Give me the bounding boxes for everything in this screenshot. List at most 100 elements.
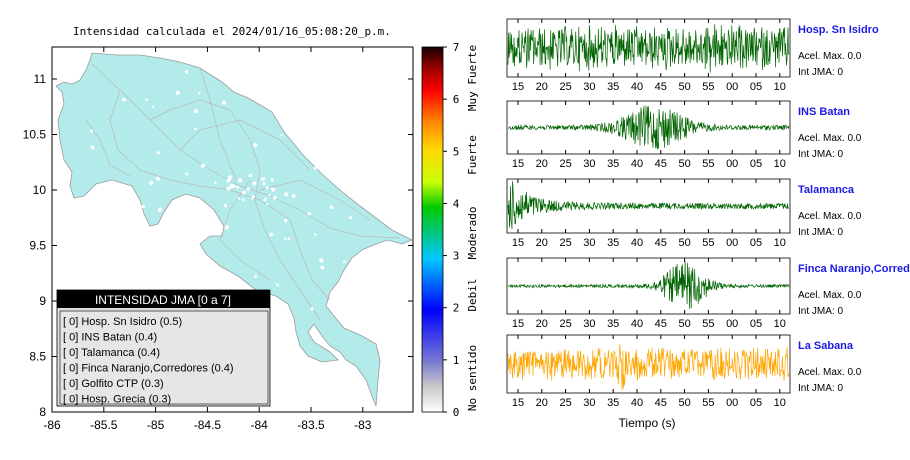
town-dot (304, 76, 307, 79)
town-dot (193, 109, 198, 114)
town-dot (270, 187, 273, 190)
town-dot (241, 190, 246, 195)
trace-panel: 15 20 25 30 35 40 45 50 55 00 05 10 Finca Naranjo,Co… (506, 257, 910, 330)
town-dot (90, 145, 95, 150)
town-dot (268, 194, 271, 197)
y-tick-label: 8.5 (29, 350, 46, 364)
town-dot (280, 134, 283, 137)
time-tick-label: 50 (678, 158, 690, 170)
town-dot (296, 74, 301, 78)
map-title: Intensidad calculada el 2024/01/16_05:08… (73, 25, 391, 38)
intensity-class-label: Muy Fuerte (466, 45, 479, 111)
legend-entry: [ 0] Finca Naranjo,Corredores (0.4) (63, 363, 234, 375)
time-tick-label: 05 (750, 318, 762, 330)
town-dot (121, 198, 126, 203)
town-dot (264, 197, 267, 200)
town-dot (317, 137, 321, 141)
colorbar-ticks: 7 6 5 4 3 2 1 0 (443, 41, 460, 419)
intensity-class-label: Fuerte (466, 135, 479, 175)
colorbar-tick-label: 1 (453, 354, 460, 367)
intensity-class-label: No sentido (466, 345, 479, 411)
town-dot (270, 178, 274, 182)
town-dot (141, 204, 146, 209)
time-tick-label: 10 (774, 158, 786, 170)
colorbar-tick-label: 0 (453, 406, 460, 419)
time-tick-label: 00 (726, 237, 738, 249)
x-tick-label: -84.5 (194, 418, 222, 432)
time-tick-label: 15 (512, 318, 524, 330)
town-dot (145, 98, 148, 101)
time-tick-label: 10 (774, 237, 786, 249)
town-dot (224, 225, 229, 230)
legend-entry: [ 0] Hosp. Sn Isidro (0.5) (63, 316, 182, 328)
town-dot (361, 76, 365, 80)
accel-max: Acel. Max. 0.0 (798, 290, 862, 301)
time-tick-label: 30 (583, 397, 595, 409)
time-tick-label: 15 (512, 397, 524, 409)
trace-panel: 15 20 25 30 35 40 45 50 55 00 05 10 INS Batan Acel. M… (506, 100, 862, 170)
time-tick-label: 05 (750, 81, 762, 93)
jma-intensity: Int JMA: 0 (798, 383, 843, 394)
town-dot (226, 179, 230, 183)
trace-panel: 15 20 25 30 35 40 45 50 55 00 05 10 Talamanca Acel. M… (506, 178, 862, 249)
town-dot (159, 244, 163, 248)
town-dot (223, 203, 228, 208)
town-dot (284, 237, 287, 240)
town-dot (194, 127, 197, 131)
time-tick-label: 10 (774, 397, 786, 409)
time-axis-label: Tiempo (s) (619, 416, 676, 430)
time-tick-label: 30 (583, 81, 595, 93)
town-dot (175, 90, 180, 95)
time-tick-label: 25 (559, 158, 571, 170)
time-tick-label: 35 (607, 318, 619, 330)
legend-entry: [ 0] INS Batan (0.4) (63, 332, 157, 344)
town-dot (214, 181, 217, 185)
legend-entry: [ 0] Golfito CTP (0.3) (63, 378, 164, 390)
legend-entry: [ 0] Hosp. Grecia (0.3) (63, 394, 171, 406)
time-tick-label: 10 (774, 318, 786, 330)
jma-intensity: Int JMA: 0 (798, 227, 843, 238)
town-dot (319, 258, 324, 263)
time-tick-label: 20 (536, 318, 548, 330)
waveform (507, 105, 790, 150)
station-name: INS Batan (798, 106, 850, 118)
time-tick-label: 20 (536, 237, 548, 249)
x-tick-label: -85 (147, 418, 165, 432)
time-tick-label: 25 (559, 237, 571, 249)
jma-intensity: Int JMA: 0 (798, 67, 843, 78)
town-dot (228, 175, 232, 179)
town-dot (349, 216, 353, 220)
town-dot (291, 194, 296, 198)
time-tick-label: 35 (607, 81, 619, 93)
town-dot (279, 99, 283, 104)
town-dot (312, 145, 316, 149)
time-tick-label: 25 (559, 397, 571, 409)
intensity-class-label: Debil (466, 278, 479, 311)
town-dot (287, 237, 291, 241)
waveform (507, 24, 790, 73)
town-dot (168, 265, 173, 270)
time-tick-label: 45 (655, 81, 667, 93)
time-tick-label: 40 (631, 397, 643, 409)
town-dot (226, 186, 231, 191)
town-dot (236, 185, 240, 189)
time-tick-label: 20 (536, 158, 548, 170)
y-tick-label: 8 (39, 405, 46, 419)
time-tick-label: 00 (726, 81, 738, 93)
town-dot (343, 260, 346, 264)
town-dot (175, 275, 178, 278)
town-dot (152, 105, 155, 109)
time-tick-label: 55 (702, 318, 714, 330)
costa-rica-land (55, 52, 413, 407)
time-tick-label: 50 (678, 318, 690, 330)
town-dot (149, 180, 154, 186)
time-tick-label: 00 (726, 397, 738, 409)
colorbar-tick-label: 3 (453, 250, 460, 263)
time-tick-label: 00 (726, 318, 738, 330)
legend-entry: [ 0] Talamanca (0.4) (63, 347, 160, 359)
town-dot (262, 182, 266, 186)
town-dot (320, 265, 325, 270)
town-dot (253, 181, 257, 185)
time-tick-label: 05 (750, 397, 762, 409)
town-dot (253, 143, 258, 148)
